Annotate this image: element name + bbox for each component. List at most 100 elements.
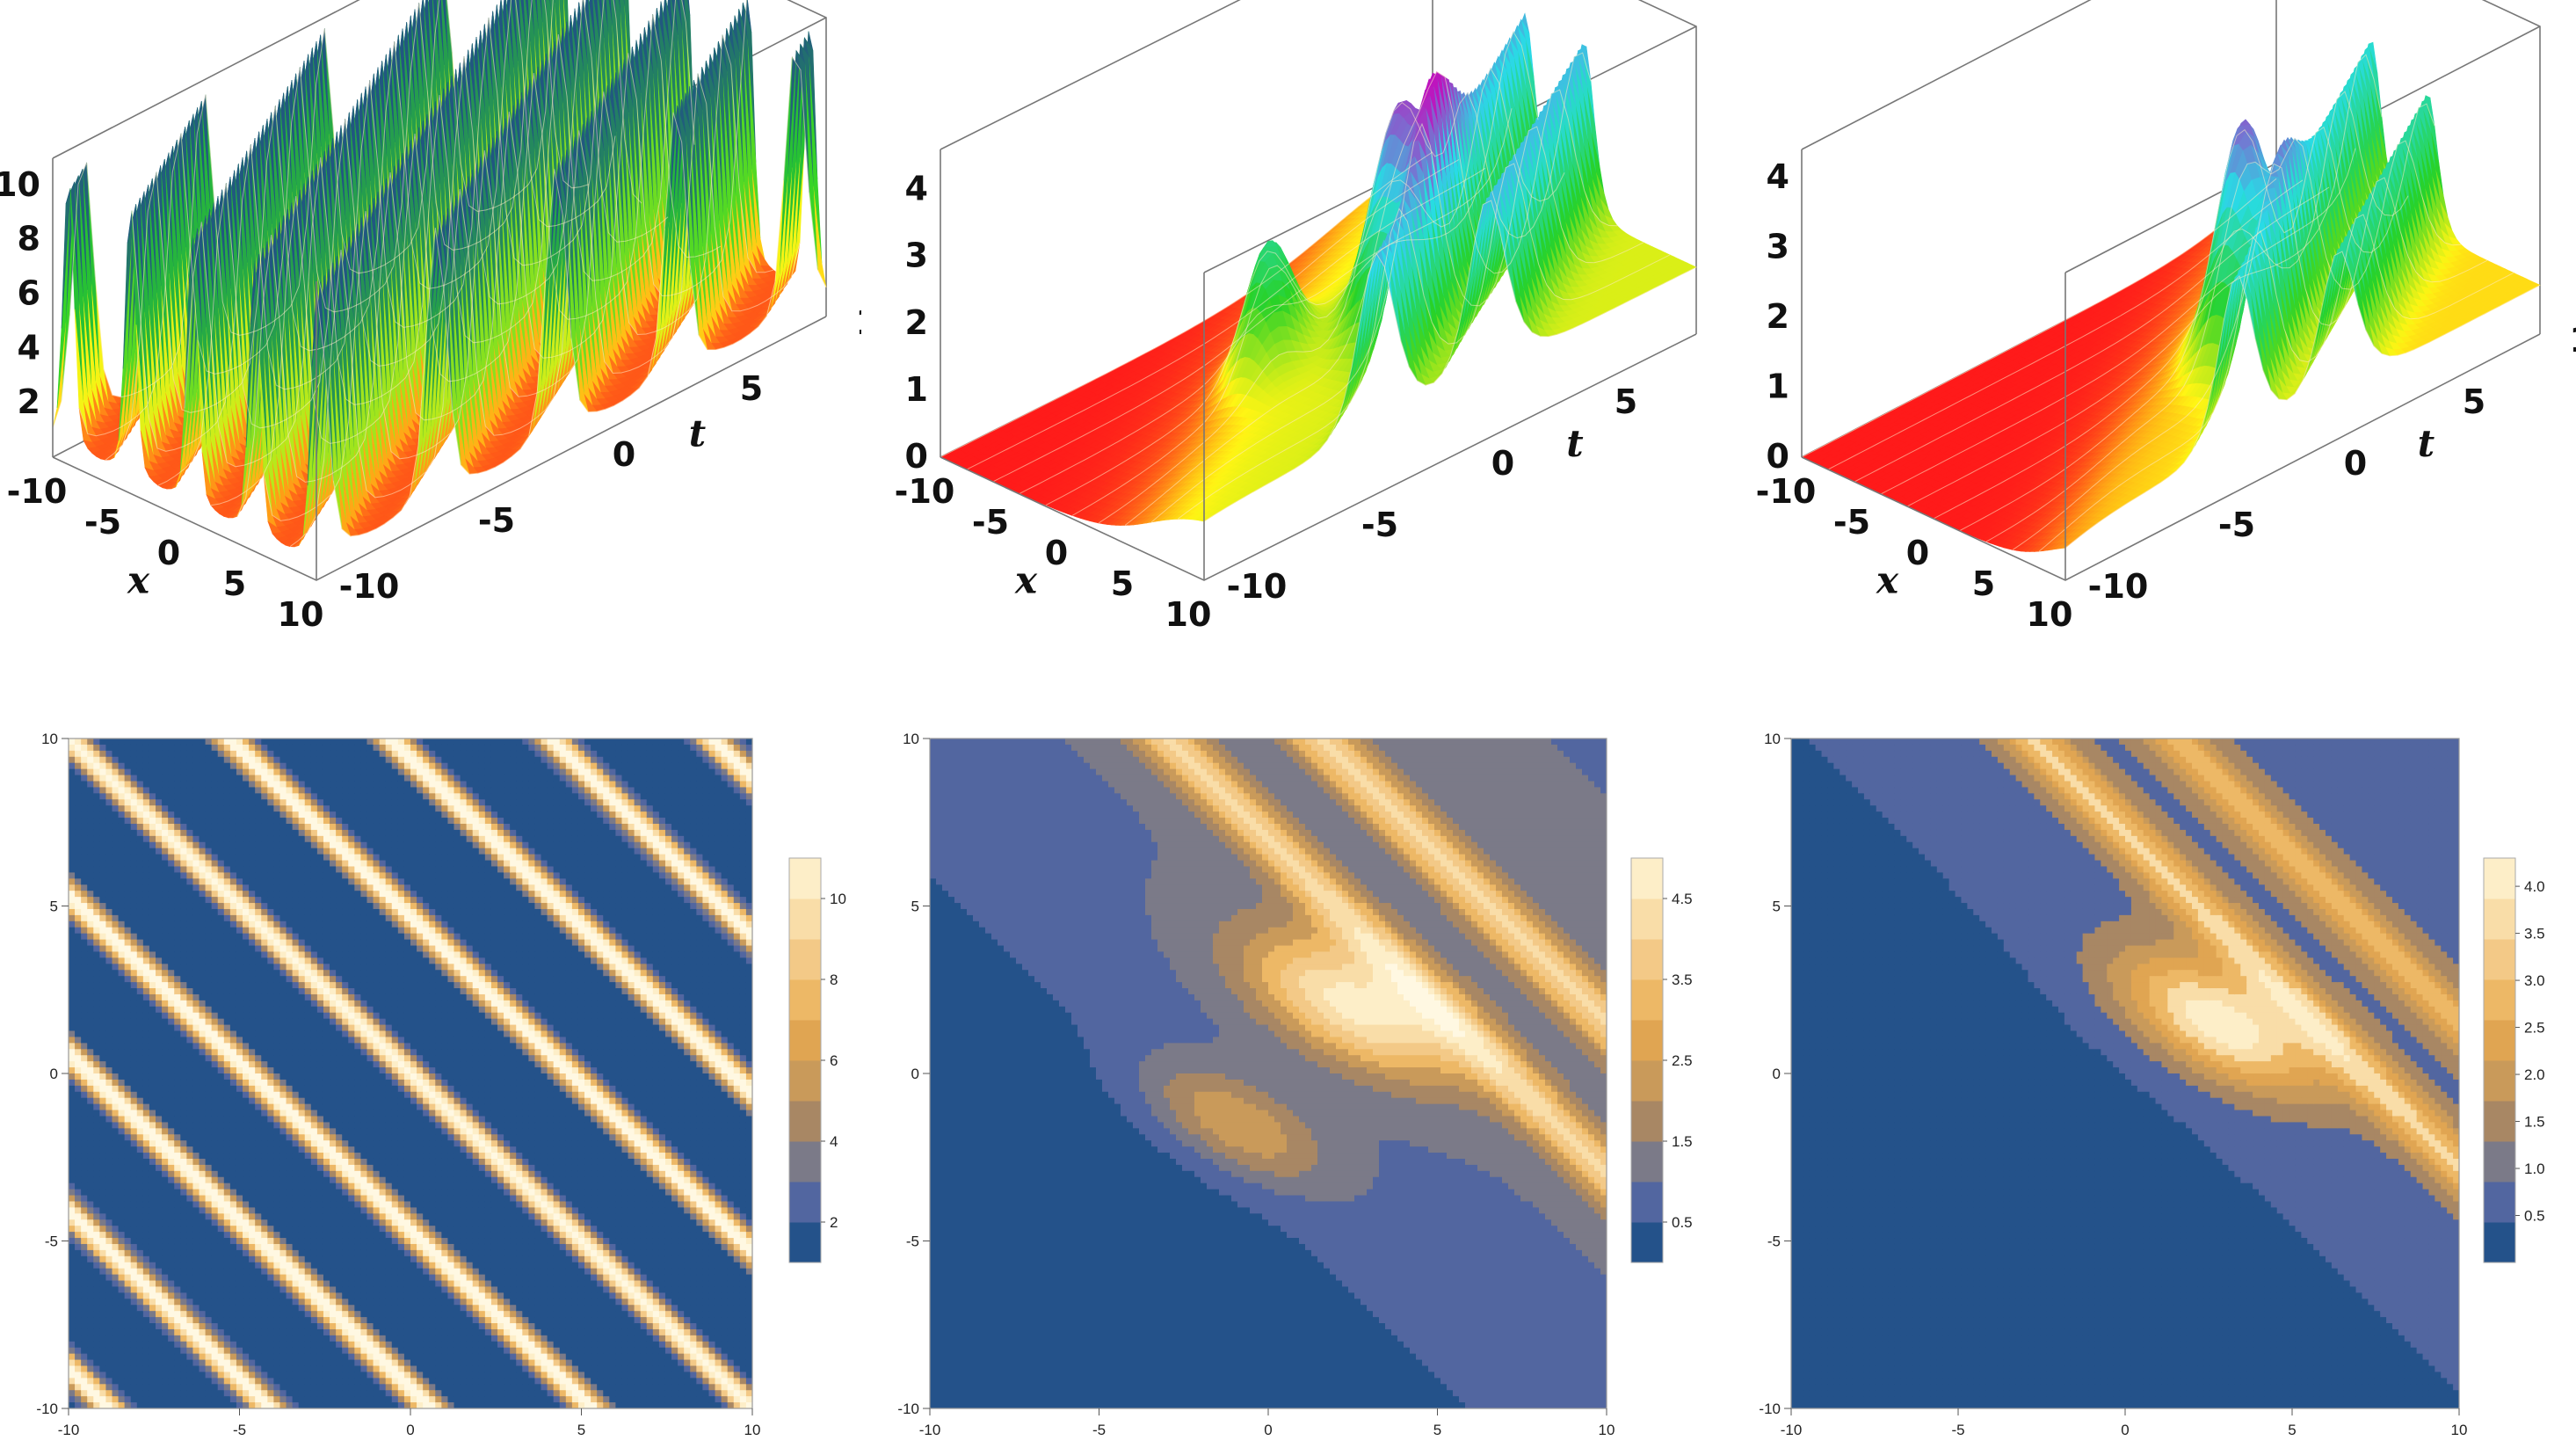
surface-3-group: -10 -5 0 5 10 x -10 -5 0 5 10 t 0 1 2 3 4 [1756, 0, 2576, 634]
colorbar-2-segment [1631, 858, 1663, 899]
surface-1-t-tick: 10 [856, 303, 861, 342]
contour-1-y-tick: 10 [41, 731, 58, 747]
colorbar-1-segment [789, 939, 821, 980]
colorbar-2-segment [1631, 1101, 1663, 1142]
surface-2-box-back [1432, 0, 1697, 334]
colorbar-3-segment [2484, 979, 2515, 1021]
colorbar-2-segment [1631, 1020, 1663, 1061]
contour-3-group: -10 -5 0 5 10 -10 -5 0 5 10 0.5 1.0 1.5 2.0 2.5 3.0 3.5 4… [1759, 731, 2544, 1438]
surface-2-box-edge-left [940, 0, 1241, 150]
contour-2-y-tick: -5 [906, 1233, 919, 1250]
surface-1-z-tick: 10 [0, 165, 40, 204]
colorbar-3-tick: 4.0 [2524, 878, 2545, 895]
colorbar-1-segment [789, 1182, 821, 1223]
surface-1-x-tick: 10 [278, 595, 324, 634]
colorbar-3-segment [2484, 1020, 2515, 1061]
contour-3-y-tick: -5 [1767, 1233, 1781, 1250]
colorbar-1-segment [789, 858, 821, 899]
colorbar-3-tick: 3.0 [2524, 972, 2545, 989]
colorbar-3-segment [2484, 858, 2515, 899]
surface-1-t-tick: 0 [613, 435, 635, 474]
surface-3-z-tick: 3 [1767, 227, 1789, 266]
surface-2-x-tick: -5 [972, 503, 1009, 542]
colorbar-2-segment [1631, 1060, 1663, 1102]
surface-1-t-label: t [689, 412, 706, 455]
surface-1-t-tick: 5 [740, 369, 763, 408]
surface-1-gridlines [52, 0, 827, 548]
colorbar-1-segment [789, 1020, 821, 1061]
contour-1-x-tick: 0 [406, 1422, 414, 1438]
contour-2-y-tick: 5 [911, 899, 919, 915]
surface-3-t-label: t [2418, 422, 2435, 465]
surface-2-x-tick: 10 [1165, 595, 1212, 634]
colorbar-3-tick: 1.5 [2524, 1114, 2545, 1131]
contour-2-x-tick: 5 [1433, 1422, 1441, 1438]
surface-2-mesh [940, 12, 1697, 526]
colorbar-2-tick: 4.5 [1672, 891, 1693, 907]
surface-2-t-tick: 0 [1491, 444, 1514, 483]
contour-1-y-tick: -10 [36, 1401, 58, 1417]
contour-1-field [69, 739, 752, 1408]
contour-1-x-tick: -10 [58, 1422, 80, 1438]
surface-2-t-label: t [1566, 422, 1583, 465]
surface-1-x-tick: -10 [7, 472, 68, 511]
contour-2-group: -10 -5 0 5 10 -10 -5 0 5 10 0.5 1.5 2.5 3.5 4.5 [897, 731, 1692, 1438]
colorbar-1-segment [789, 1222, 821, 1263]
surface-3-x-tick: -10 [1756, 472, 1817, 511]
colorbar-2-segment [1631, 899, 1663, 940]
surface-2-z-tick: 1 [905, 370, 928, 409]
contour-1-x-tick: -5 [233, 1422, 246, 1438]
colorbar-1-segment [789, 899, 821, 940]
colorbar-1-tick: 10 [830, 891, 846, 907]
contour-1-y-tick: -5 [45, 1233, 58, 1250]
contour-2-y-tick: 0 [911, 1066, 919, 1082]
surface-2-z-tick: 4 [905, 170, 928, 208]
colorbar-2-tick: 2.5 [1672, 1052, 1693, 1069]
colorbar-1-segment [789, 1060, 821, 1102]
surface-3-box-back [2275, 0, 2541, 334]
contour-3-x-tick: 5 [2288, 1422, 2296, 1438]
surface-3-t-tick: -5 [2218, 506, 2255, 544]
contour-1-y-tick: 0 [50, 1066, 58, 1082]
surface-2-gridlines [940, 31, 1697, 526]
surface-2-x-label: x [1014, 559, 1038, 602]
contour-1-x-tick: 5 [577, 1422, 585, 1438]
colorbar-3-segment [2484, 1182, 2515, 1223]
surface-3-box-edge-left [1801, 0, 2092, 150]
colorbar-1-tick: 4 [830, 1133, 838, 1150]
surface-2-t-tick: -5 [1361, 506, 1398, 544]
colorbar-3-tick: 2.0 [2524, 1066, 2545, 1083]
contour-2-x-tick: 10 [1599, 1422, 1615, 1438]
colorbar-2-segment [1631, 1222, 1663, 1263]
surface-2-t-tick: -10 [1227, 567, 1288, 606]
surface-1-z-tick: 4 [18, 328, 40, 367]
contour-2-y-tick: 10 [903, 731, 919, 747]
surface-2-x-tick: -10 [895, 472, 955, 511]
colorbar-1-tick: 2 [830, 1214, 838, 1231]
contour-3-x-tick: -5 [1951, 1422, 1964, 1438]
colorbar-3-segment [2484, 899, 2515, 940]
surface-3-x-tick: -5 [1833, 503, 1870, 542]
colorbar-3-segment [2484, 1141, 2515, 1182]
surface-3-z-tick: 2 [1767, 297, 1789, 336]
colorbar-3-segment [2484, 1060, 2515, 1102]
surface-3-t-tick: 10 [2570, 321, 2576, 360]
colorbar-3-tick: 0.5 [2524, 1208, 2545, 1225]
surface-1-mesh [52, 0, 827, 548]
surface-1-t-tick: -5 [478, 501, 515, 540]
surface-1-x-tick: -5 [84, 503, 121, 542]
colorbar-2-segment [1631, 979, 1663, 1021]
colorbar-2-tick: 0.5 [1672, 1214, 1693, 1231]
surface-1-t-tick: -10 [339, 567, 400, 606]
surface-1-x-label: x [127, 559, 150, 602]
surface-plot-3: -10 -5 0 5 10 x -10 -5 0 5 10 t 0 1 2 3 4 [1756, 0, 2576, 634]
surface-3-x-label: x [1876, 559, 1899, 602]
surface-3-z-tick: 4 [1767, 157, 1789, 196]
surface-3-z-tick: 1 [1767, 367, 1789, 405]
contour-3-y-tick: 10 [1764, 731, 1781, 747]
colorbar-1-segment [789, 979, 821, 1021]
colorbar-3-segment [2484, 1101, 2515, 1142]
colorbar-1-tick: 8 [830, 971, 838, 988]
